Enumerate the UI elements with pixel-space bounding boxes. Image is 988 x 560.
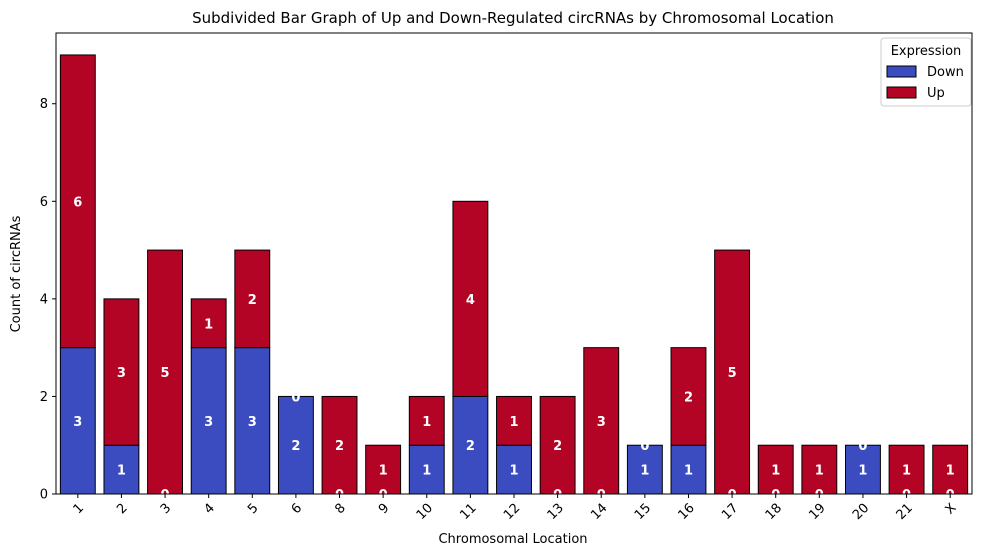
bar-label-up-4: 1 xyxy=(204,317,213,332)
bar-down-2 xyxy=(103,444,140,495)
x-tick-label-4: 4 xyxy=(202,501,218,517)
y-tick-label: 4 xyxy=(40,292,48,307)
bar-up-1 xyxy=(59,54,96,349)
y-axis-label: Count of circRNAs xyxy=(9,215,24,332)
bar-label-up-20: 0 xyxy=(858,439,867,454)
bar-label-down-1: 3 xyxy=(73,415,82,430)
x-tick-label-21: 21 xyxy=(894,501,916,523)
bar-down-16 xyxy=(670,444,707,495)
legend-label-up: Up xyxy=(927,86,945,101)
x-tick-label-20: 20 xyxy=(850,501,872,523)
x-tick-label-1: 1 xyxy=(71,501,87,517)
bar-label-up-6: 0 xyxy=(291,390,300,405)
bar-label-down-20: 1 xyxy=(858,464,867,479)
bar-up-11 xyxy=(452,200,489,397)
chart-title: Subdivided Bar Graph of Up and Down-Regu… xyxy=(192,9,834,27)
bar-label-down-12: 1 xyxy=(509,464,518,479)
y-tick-label: 2 xyxy=(40,390,48,405)
x-tick-label-2: 2 xyxy=(114,501,130,517)
x-tick-label-5: 5 xyxy=(245,501,261,517)
bar-down-10 xyxy=(408,444,445,495)
y-tick-label: 8 xyxy=(40,97,48,112)
bar-label-up-14: 3 xyxy=(597,415,606,430)
x-tick-label-9: 9 xyxy=(376,501,392,517)
bar-label-up-21: 1 xyxy=(902,464,911,479)
bar-up-16 xyxy=(670,347,707,446)
x-tick-label-14: 14 xyxy=(588,501,610,523)
legend-title: Expression xyxy=(891,44,962,59)
x-tick-label-19: 19 xyxy=(806,501,828,523)
x-tick-label-17: 17 xyxy=(719,501,741,523)
y-tick-label: 6 xyxy=(40,195,48,210)
bar-label-up-15: 0 xyxy=(640,439,649,454)
bar-label-up-8: 2 xyxy=(335,439,344,454)
bar-label-up-10: 1 xyxy=(422,415,431,430)
bar-up-8 xyxy=(321,395,358,495)
bar-label-up-18: 1 xyxy=(771,464,780,479)
bar-label-up-12: 1 xyxy=(509,415,518,430)
bar-label-up-X: 1 xyxy=(946,464,955,479)
bar-down-1 xyxy=(59,347,96,495)
x-axis-label: Chromosomal Location xyxy=(438,532,587,547)
bar-up-2 xyxy=(103,298,140,446)
bar-label-up-2: 3 xyxy=(117,366,126,381)
bar-down-5 xyxy=(234,347,271,495)
x-tick-label-10: 10 xyxy=(414,501,436,523)
bar-label-down-15: 1 xyxy=(640,464,649,479)
bar-label-up-3: 5 xyxy=(161,366,170,381)
x-tick-label-13: 13 xyxy=(545,501,567,523)
bar-up-17 xyxy=(714,249,751,495)
bar-up-14 xyxy=(583,347,620,495)
x-tick-label-6: 6 xyxy=(289,501,305,517)
bar-label-up-13: 2 xyxy=(553,439,562,454)
x-tick-label-16: 16 xyxy=(675,501,697,523)
bar-label-down-16: 1 xyxy=(684,464,693,479)
bar-up-21 xyxy=(888,444,925,495)
bar-up-12 xyxy=(496,395,532,446)
bar-label-up-9: 1 xyxy=(379,464,388,479)
legend-swatch-down xyxy=(886,65,917,78)
bar-up-18 xyxy=(757,444,794,495)
bar-label-up-16: 2 xyxy=(684,390,693,405)
bar-label-up-17: 5 xyxy=(728,366,737,381)
bar-up-3 xyxy=(147,249,183,495)
bar-up-4 xyxy=(190,298,227,349)
x-tick-label-15: 15 xyxy=(632,501,654,523)
bar-label-down-4: 3 xyxy=(204,415,213,430)
legend: Expression Down Up xyxy=(880,37,972,107)
bar-label-up-5: 2 xyxy=(248,293,257,308)
bar-label-down-5: 3 xyxy=(248,415,257,430)
x-tick-label-12: 12 xyxy=(501,501,523,523)
bar-label-down-2: 1 xyxy=(117,464,126,479)
bar-up-5 xyxy=(234,249,271,349)
legend-swatch-up xyxy=(886,86,917,99)
bar-label-down-10: 1 xyxy=(422,464,431,479)
x-tick-label-8: 8 xyxy=(332,501,348,517)
x-tick-label-3: 3 xyxy=(158,501,174,517)
x-tick-label-18: 18 xyxy=(763,501,785,523)
y-tick-label: 0 xyxy=(40,488,48,503)
bar-label-up-11: 4 xyxy=(466,293,475,308)
bars-layer xyxy=(59,54,969,495)
legend-label-down: Down xyxy=(927,65,964,80)
bar-label-up-1: 6 xyxy=(73,195,82,210)
bar-up-9 xyxy=(365,444,402,495)
bar-up-10 xyxy=(408,395,445,446)
bar-up-19 xyxy=(801,444,838,495)
x-tick-label-11: 11 xyxy=(457,501,479,523)
bar-label-up-19: 1 xyxy=(815,464,824,479)
bar-down-20 xyxy=(845,444,881,495)
bar-down-12 xyxy=(496,444,532,495)
bar-up-X xyxy=(932,444,969,495)
bar-label-down-6: 2 xyxy=(291,439,300,454)
x-tick-label-X: X xyxy=(943,501,960,518)
bar-up-13 xyxy=(539,395,576,495)
bar-label-down-11: 2 xyxy=(466,439,475,454)
